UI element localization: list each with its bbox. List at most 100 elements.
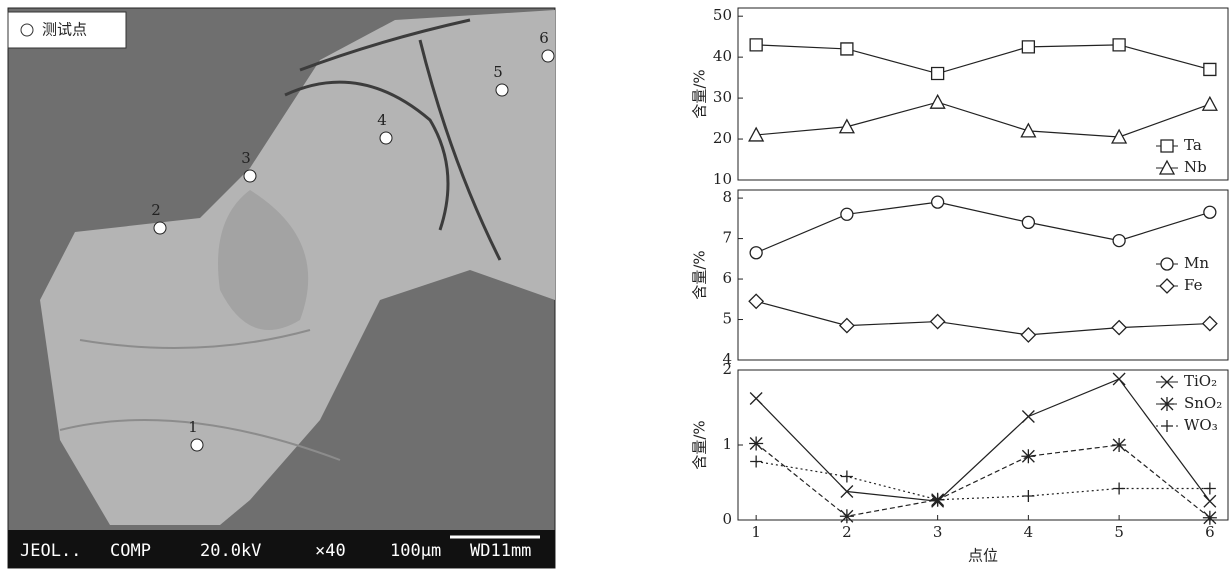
y-tick-label: 7 (722, 229, 732, 247)
y-tick-label: 20 (713, 129, 732, 147)
point-label: 2 (151, 201, 161, 219)
marker (1203, 62, 1217, 77)
marker (1111, 128, 1128, 144)
marker (1203, 205, 1217, 219)
test-point (243, 169, 257, 183)
marker (1112, 38, 1126, 52)
series-line (756, 101, 1211, 138)
series-line (756, 44, 1211, 75)
legend-marker (1158, 159, 1176, 175)
legend-marker (1160, 397, 1174, 411)
legend-label: Nb (1184, 158, 1207, 176)
legend-marker (1159, 278, 1175, 294)
legend-marker (1161, 420, 1173, 432)
marker (931, 493, 944, 506)
marker (749, 436, 764, 451)
y-tick-label: 6 (722, 269, 732, 287)
series-line (755, 443, 1211, 519)
test-point (541, 49, 555, 63)
point-label: 1 (188, 418, 198, 436)
marker (1022, 490, 1035, 502)
marker (839, 509, 854, 524)
point-label: 3 (241, 149, 251, 167)
marker (1021, 215, 1036, 230)
plot-frame (737, 189, 1229, 361)
marker (840, 207, 854, 221)
marker (749, 38, 763, 52)
series-line (755, 300, 1210, 336)
marker (1113, 482, 1126, 495)
y-tick-label: 30 (713, 88, 732, 106)
y-tick-label: 5 (722, 310, 732, 328)
marker (1112, 438, 1127, 452)
marker (1201, 315, 1218, 332)
plot-frame (737, 7, 1229, 181)
legend-label: 测试点 (42, 21, 87, 39)
marker (929, 313, 946, 330)
sem-image: 测试点 (7, 7, 556, 569)
marker (1021, 449, 1036, 464)
info-text: COMP (110, 541, 151, 561)
x-tick-label: 2 (842, 523, 852, 541)
y-tick-label: 0 (722, 510, 732, 528)
x-tick-label: 4 (1024, 523, 1034, 541)
marker (1203, 482, 1216, 495)
y-tick-label: 2 (722, 360, 732, 378)
marker (1111, 319, 1128, 336)
marker (930, 66, 945, 81)
marker (840, 470, 853, 483)
marker (750, 455, 763, 468)
marker (1112, 233, 1126, 248)
legend-marker (1160, 257, 1174, 271)
crack (59, 329, 341, 461)
marker (749, 246, 763, 260)
marker (1112, 372, 1126, 386)
marker (930, 195, 945, 209)
marker (1021, 40, 1036, 54)
x-tick-label: 5 (1114, 523, 1124, 541)
info-text: JEOL.. (20, 541, 81, 561)
legend-label: Ta (1184, 136, 1202, 154)
x-axis-label: 点位 (968, 547, 998, 565)
legend-circle (20, 23, 34, 37)
x-tick-label: 6 (1205, 523, 1215, 541)
test-point (153, 221, 167, 235)
marker (840, 485, 854, 498)
marker (840, 42, 854, 56)
marker (1020, 122, 1037, 138)
legend-label: WO₃ (1184, 416, 1218, 434)
marker (749, 392, 763, 405)
marker (838, 317, 855, 334)
y-axis-label: 含量/% (691, 420, 709, 469)
marker (838, 118, 855, 134)
info-text: 20.0kV (200, 541, 261, 561)
marker (1203, 494, 1217, 508)
x-tick-label: 3 (933, 523, 943, 541)
marker (1202, 510, 1217, 525)
info-text: WD11mm (470, 541, 531, 561)
y-tick-label: 4 (722, 350, 732, 368)
point-label: 5 (493, 63, 503, 81)
test-point (190, 438, 204, 452)
info-text: ×40 (315, 541, 346, 561)
series-line (755, 378, 1211, 502)
test-point (379, 131, 393, 145)
legend-label: SnO₂ (1184, 394, 1222, 412)
marker (748, 126, 765, 142)
series-line (756, 460, 1210, 501)
info-text: 100μm (390, 541, 441, 561)
y-tick-label: 40 (713, 47, 732, 65)
legend-marker (1160, 375, 1174, 389)
marker (748, 293, 765, 310)
y-axis-label: 含量/% (691, 250, 709, 299)
marker (929, 93, 946, 109)
legend-label: Mn (1184, 254, 1209, 272)
y-tick-label: 50 (713, 6, 732, 24)
legend-label: TiO₂ (1184, 372, 1217, 390)
legend-label: Fe (1184, 276, 1203, 294)
series-line (755, 201, 1211, 254)
marker (1021, 410, 1035, 423)
y-axis-label: 含量/% (691, 69, 709, 118)
